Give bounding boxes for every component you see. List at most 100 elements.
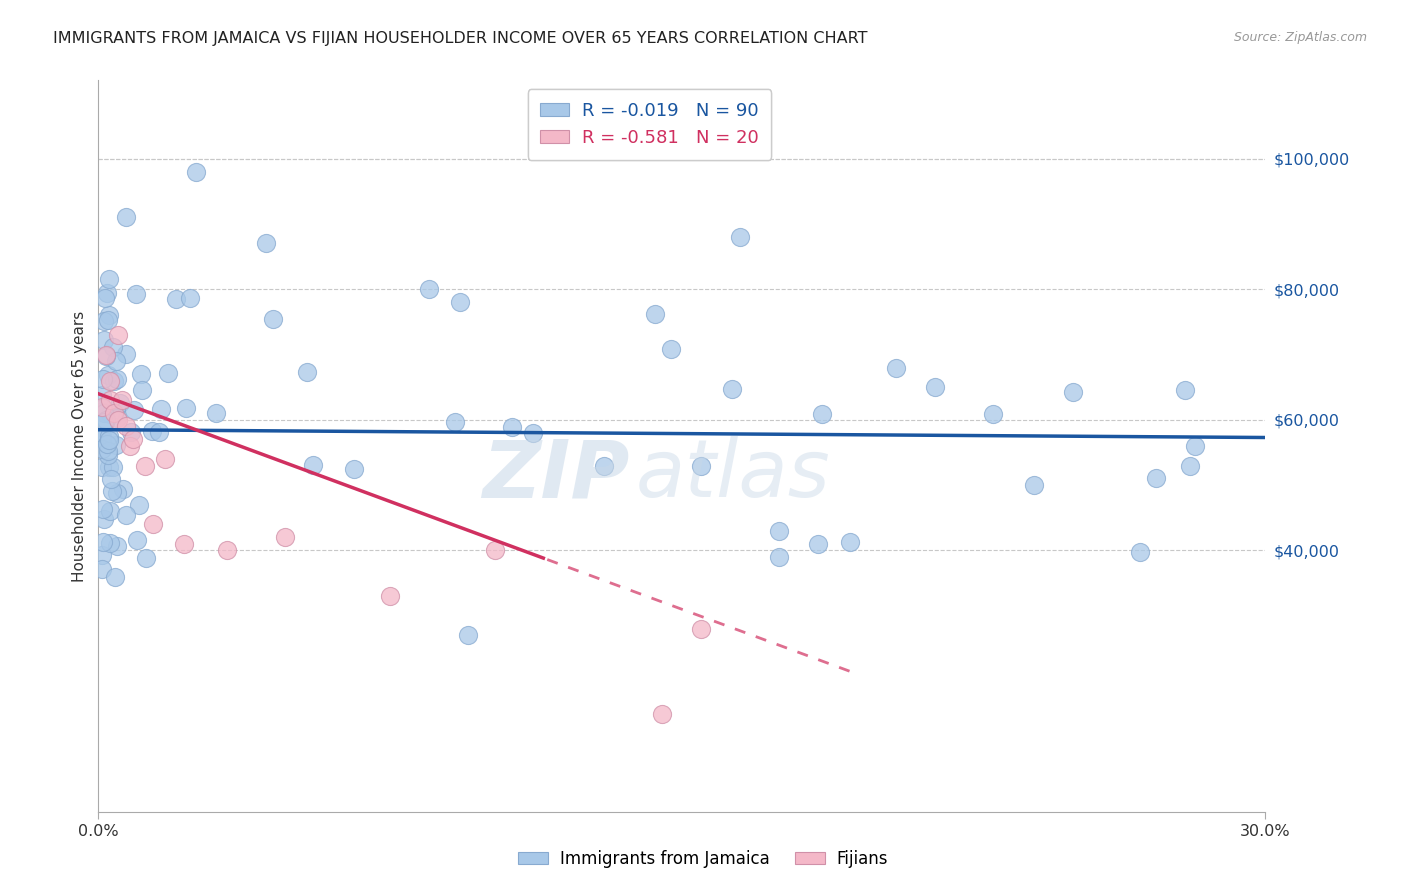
Point — [165, 292, 187, 306]
Point — [100, 407, 122, 421]
Point — [1174, 383, 1197, 397]
Point — [148, 425, 170, 439]
Point — [924, 380, 946, 394]
Point — [651, 706, 673, 721]
Point — [105, 411, 128, 425]
Point — [98, 393, 121, 408]
Point — [1024, 477, 1046, 491]
Point — [302, 458, 325, 472]
Point — [122, 433, 145, 447]
Point — [593, 458, 616, 473]
Point — [107, 413, 129, 427]
Point — [91, 400, 114, 414]
Text: Source: ZipAtlas.com: Source: ZipAtlas.com — [1233, 31, 1367, 45]
Point — [96, 286, 118, 301]
Point — [501, 420, 523, 434]
Point — [1184, 439, 1206, 453]
Point — [690, 458, 713, 473]
Point — [98, 309, 121, 323]
Point — [184, 164, 207, 178]
Point — [91, 432, 114, 446]
Point — [105, 354, 128, 368]
Point — [91, 372, 114, 386]
Point — [884, 360, 907, 375]
Point — [157, 366, 180, 380]
Point — [120, 425, 142, 439]
Point — [122, 402, 145, 417]
Point — [443, 415, 465, 429]
Point — [115, 347, 138, 361]
Point — [153, 452, 176, 467]
Point — [484, 543, 506, 558]
Point — [105, 539, 128, 553]
Point — [342, 462, 364, 476]
Point — [105, 486, 128, 500]
Point — [644, 307, 666, 321]
Point — [125, 287, 148, 301]
Point — [105, 402, 128, 417]
Point — [93, 333, 115, 347]
Point — [125, 533, 148, 548]
Point — [141, 424, 163, 438]
Point — [94, 291, 117, 305]
Point — [449, 295, 471, 310]
Point — [720, 382, 742, 396]
Point — [101, 460, 124, 475]
Point — [98, 428, 121, 442]
Point — [983, 407, 1005, 421]
Point — [839, 535, 862, 549]
Point — [1062, 385, 1084, 400]
Point — [91, 401, 114, 415]
Point — [254, 235, 277, 250]
Point — [98, 536, 121, 550]
Point — [174, 401, 197, 415]
Point — [98, 272, 121, 286]
Point — [1129, 545, 1152, 559]
Point — [262, 312, 284, 326]
Point — [457, 628, 479, 642]
Legend: Immigrants from Jamaica, Fijians: Immigrants from Jamaica, Fijians — [512, 844, 894, 875]
Point — [205, 406, 228, 420]
Point — [93, 512, 115, 526]
Point — [134, 458, 156, 473]
Point — [96, 349, 118, 363]
Point — [142, 517, 165, 532]
Point — [418, 282, 440, 296]
Point — [91, 502, 114, 516]
Point — [659, 342, 682, 356]
Point — [101, 340, 124, 354]
Point — [93, 406, 115, 420]
Point — [380, 589, 402, 603]
Point — [128, 498, 150, 512]
Point — [173, 537, 195, 551]
Point — [93, 314, 115, 328]
Point — [98, 504, 121, 518]
Text: ZIP: ZIP — [482, 436, 630, 515]
Point — [274, 530, 297, 544]
Point — [97, 313, 120, 327]
Point — [115, 508, 138, 522]
Point — [150, 401, 173, 416]
Point — [105, 372, 128, 386]
Point — [807, 537, 830, 551]
Point — [104, 438, 127, 452]
Point — [97, 443, 120, 458]
Point — [96, 413, 118, 427]
Point — [100, 472, 122, 486]
Point — [1178, 459, 1201, 474]
Point — [91, 429, 114, 443]
Point — [730, 230, 752, 244]
Point — [101, 483, 124, 498]
Point — [135, 551, 157, 566]
Point — [114, 419, 136, 434]
Point — [118, 439, 141, 453]
Point — [107, 328, 129, 343]
Point — [768, 524, 790, 538]
Point — [111, 393, 134, 408]
Y-axis label: Householder Income Over 65 years: Householder Income Over 65 years — [72, 310, 87, 582]
Point — [131, 383, 153, 397]
Point — [110, 395, 132, 409]
Point — [215, 543, 238, 558]
Point — [811, 407, 834, 421]
Point — [91, 460, 114, 475]
